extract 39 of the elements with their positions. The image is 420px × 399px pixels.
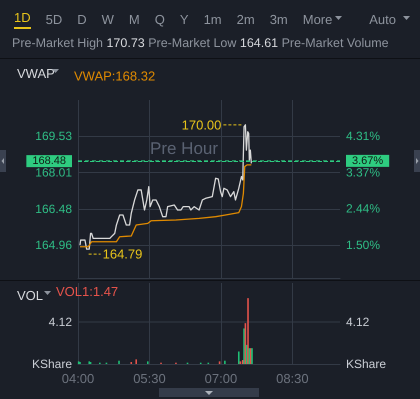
y-axis-title: KShare — [32, 357, 72, 371]
chart-title: VWAP — [17, 66, 55, 81]
annotation: Pre Hour — [150, 139, 218, 158]
text: 5D — [46, 12, 62, 26]
text: D — [77, 12, 87, 26]
x-tick-label: 08:30 — [276, 371, 309, 386]
text: M — [128, 12, 140, 26]
text: VWAP:168.32 — [74, 68, 156, 84]
ref-line-label: 168.48 — [32, 155, 66, 168]
annotation: 164.79 — [102, 246, 142, 262]
y2-tick-label: 2.44% — [346, 202, 380, 216]
text: 3m — [270, 12, 288, 26]
text: 1D — [14, 10, 31, 28]
text: More — [302, 12, 332, 26]
annotation: VOL1:1.47 — [56, 284, 118, 299]
text: Y — [180, 12, 189, 26]
text: 4.12 — [48, 315, 72, 329]
y-tick-label: 166.48 — [35, 202, 72, 216]
ref-line-label: 3.67% — [352, 154, 384, 167]
annotation: 170.00 — [182, 117, 222, 132]
y-tick-label: 164.96 — [35, 238, 72, 252]
y2-tick-label: 1.50% — [346, 238, 380, 252]
x-tick-label: 05:30 — [133, 371, 166, 386]
text: 1m — [204, 12, 222, 26]
chart-title: VOL — [17, 288, 44, 303]
y-tick-label: 169.53 — [35, 129, 72, 144]
text: Pre-Market High 170.73 Pre-Market Low 164.61 Pre-Market Volume — [12, 36, 389, 50]
text: Q — [154, 12, 165, 26]
y2-axis-title: KShare — [346, 357, 386, 371]
y2-tick-label: 4.31% — [346, 129, 380, 144]
x-tick-label: 07:00 — [204, 371, 238, 386]
y-tick-label: 168.01 — [35, 165, 72, 180]
x-tick-label: 04:00 — [62, 371, 94, 386]
y2-tick-label: 3.37% — [346, 165, 380, 180]
text: 4.12 — [346, 315, 370, 329]
line-series — [79, 164, 252, 248]
text: Auto — [369, 12, 396, 26]
text: 2m — [236, 12, 255, 26]
text: W — [102, 12, 114, 26]
